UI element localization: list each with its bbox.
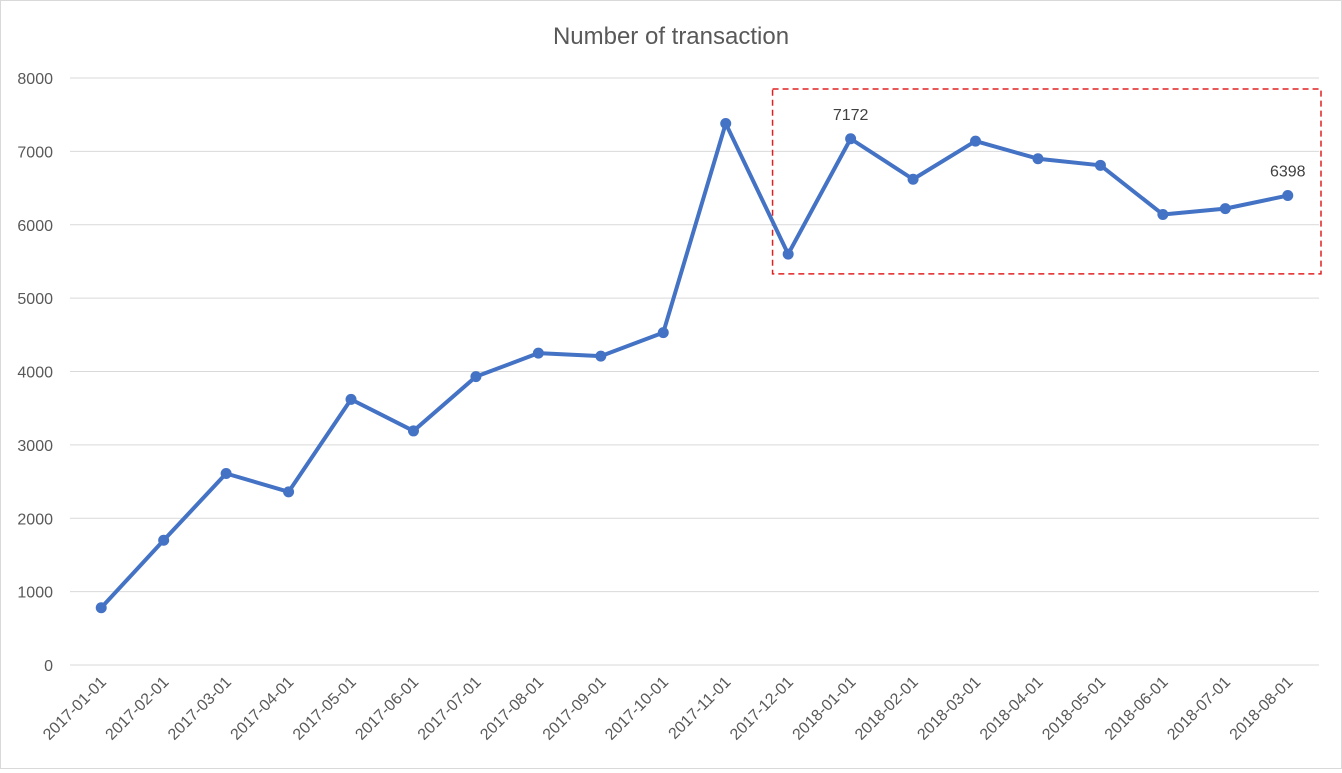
data-point <box>970 135 982 147</box>
y-axis-ticks: 0 1000 2000 3000 4000 5000 6000 7000 8000 <box>17 71 53 675</box>
y-tick-label: 0 <box>44 658 53 675</box>
x-tick-label: 2017-09-01 <box>540 674 610 744</box>
x-tick-label: 2017-12-01 <box>727 674 797 744</box>
y-tick-label: 6000 <box>17 218 53 235</box>
data-point <box>532 347 544 359</box>
data-point <box>907 173 919 185</box>
x-tick-label: 2018-02-01 <box>852 674 922 744</box>
x-axis-ticks: 2017-01-012017-02-012017-03-012017-04-01… <box>40 674 1297 744</box>
y-tick-label: 1000 <box>17 585 53 602</box>
x-tick-label: 2018-07-01 <box>1164 674 1234 744</box>
x-tick-label: 2017-02-01 <box>103 674 173 744</box>
y-tick-label: 5000 <box>17 291 53 308</box>
data-point <box>470 371 482 383</box>
x-tick-label: 2018-01-01 <box>790 674 860 744</box>
y-tick-label: 7000 <box>17 144 53 161</box>
highlight-region <box>771 88 1322 275</box>
data-point <box>1282 190 1294 202</box>
x-tick-label: 2017-06-01 <box>352 674 422 744</box>
y-tick-label: 2000 <box>17 511 53 528</box>
x-tick-label: 2018-05-01 <box>1039 674 1109 744</box>
data-point <box>1219 203 1231 215</box>
data-point <box>595 350 607 362</box>
data-point <box>95 602 107 614</box>
x-tick-label: 2018-06-01 <box>1102 674 1172 744</box>
data-point <box>720 117 732 129</box>
x-tick-label: 2017-04-01 <box>228 674 298 744</box>
data-point <box>1094 159 1106 171</box>
data-point <box>158 534 170 546</box>
x-tick-label: 2017-08-01 <box>477 674 547 744</box>
data-point <box>845 133 857 145</box>
x-tick-label: 2017-11-01 <box>666 674 735 743</box>
y-tick-label: 4000 <box>17 365 53 382</box>
gridlines <box>70 77 1319 666</box>
data-label: 6398 <box>1270 164 1306 181</box>
data-point <box>407 425 419 437</box>
y-tick-label: 3000 <box>17 438 53 455</box>
x-tick-label: 2018-08-01 <box>1227 674 1297 744</box>
x-tick-label: 2017-07-01 <box>415 674 485 744</box>
x-tick-label: 2017-03-01 <box>165 674 235 744</box>
data-point <box>345 393 357 405</box>
data-point <box>283 486 295 498</box>
data-point <box>1032 153 1044 165</box>
x-tick-label: 2018-04-01 <box>977 674 1047 744</box>
x-tick-label: 2017-10-01 <box>602 674 672 744</box>
x-tick-label: 2018-03-01 <box>914 674 984 744</box>
data-labels: 7172 6398 <box>833 107 1306 181</box>
data-point <box>1157 208 1169 220</box>
data-point <box>220 467 232 479</box>
data-label: 7172 <box>833 107 869 124</box>
x-tick-label: 2017-01-01 <box>40 674 110 744</box>
series-group <box>95 117 1294 614</box>
highlight-box <box>771 88 1322 275</box>
data-point <box>782 248 794 260</box>
chart-title: Number of transaction <box>553 23 789 50</box>
data-point <box>657 327 669 339</box>
x-tick-label: 2017-05-01 <box>290 674 360 744</box>
y-tick-label: 8000 <box>17 71 53 88</box>
series-line <box>99 121 1290 610</box>
